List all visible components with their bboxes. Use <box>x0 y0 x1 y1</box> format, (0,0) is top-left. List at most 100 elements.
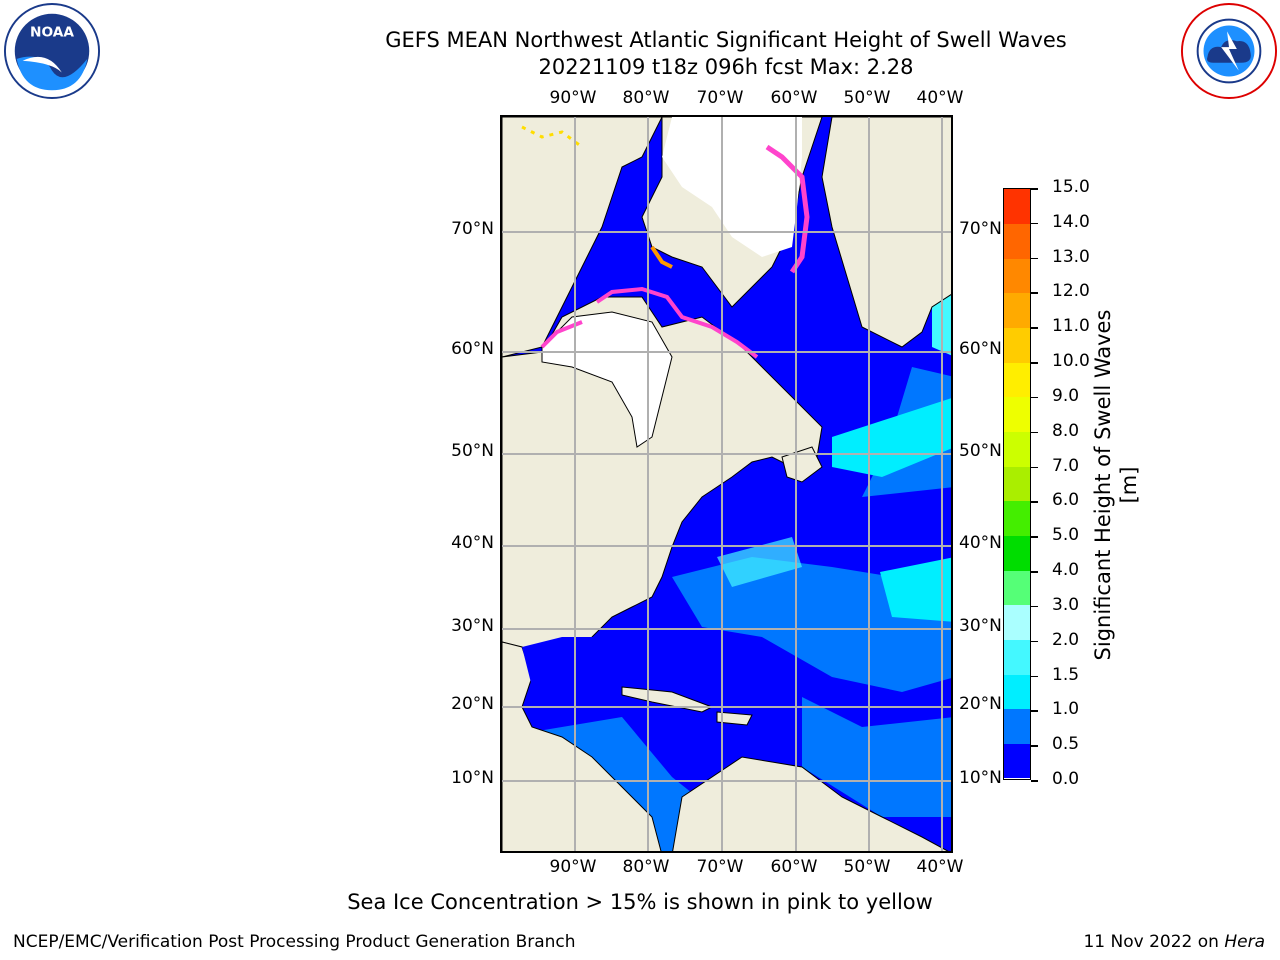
map-panel <box>500 115 953 853</box>
nws-logo <box>1180 2 1278 100</box>
colorbar-segment <box>1004 708 1030 744</box>
colorbar-tickmark <box>1031 536 1038 538</box>
swell-zone-east-high <box>880 557 951 622</box>
colorbar-tick-label: 0.5 <box>1052 734 1080 755</box>
swell-zone-gulf-stream <box>717 537 802 587</box>
caption: Sea Ice Concentration > 15% is shown in … <box>347 890 933 914</box>
colorbar-tickmark <box>1031 222 1038 225</box>
lon-label-top: 50°W <box>843 88 891 108</box>
colorbar-tickmark <box>1031 362 1038 364</box>
colorbar-segment <box>1004 535 1030 571</box>
colorbar-tick-label: 6.0 <box>1052 490 1080 511</box>
lat-label-left: 10°N <box>451 768 494 788</box>
colorbar-tick-label: 15.0 <box>1052 177 1090 197</box>
colorbar-title: Significant Height of Swell Waves [m] <box>1091 309 1141 661</box>
ice-edge-baffin <box>765 144 810 274</box>
ice-baffin-bay <box>662 117 802 257</box>
footer-credit: NCEP/EMC/Verification Post Processing Pr… <box>13 932 576 952</box>
colorbar <box>1003 188 1031 780</box>
colorbar-segment <box>1004 604 1030 640</box>
lat-label-right: 60°N <box>959 339 1002 359</box>
colorbar-tickmark <box>1031 188 1038 190</box>
lat-label-right: 50°N <box>959 441 1002 461</box>
colorbar-segment <box>1004 743 1030 779</box>
lon-label-top: 60°W <box>770 88 818 108</box>
colorbar-segment <box>1004 362 1030 398</box>
colorbar-segment <box>1004 570 1030 606</box>
lon-label-bottom: 40°W <box>916 857 964 877</box>
colorbar-segment <box>1004 327 1030 363</box>
footer-date-text: 11 Nov 2022 on <box>1083 932 1225 952</box>
footer-host: Hera <box>1224 932 1265 952</box>
swell-zone-newfoundland <box>832 398 951 477</box>
colorbar-tick-label: 10.0 <box>1052 351 1090 372</box>
ice-edge-arctic-islands <box>521 125 583 149</box>
colorbar-tick-label: 9.0 <box>1052 385 1080 406</box>
colorbar-tickmark <box>1031 327 1038 329</box>
ice-edge-foxe <box>650 245 673 269</box>
lon-label-bottom: 50°W <box>843 857 891 877</box>
colorbar-segment <box>1004 639 1030 675</box>
map-canvas <box>502 117 951 851</box>
colorbar-segment <box>1004 396 1030 433</box>
colorbar-tickmark <box>1031 292 1038 294</box>
map-gridlines <box>502 117 951 851</box>
lon-label-bottom: 60°W <box>770 857 818 877</box>
ice-edge-hudson-strait <box>595 286 759 359</box>
lon-label-bottom: 70°W <box>696 857 744 877</box>
lat-label-right: 30°N <box>959 616 1002 636</box>
footer-date: 11 Nov 2022 on Hera <box>1083 932 1265 952</box>
colorbar-tick-label: 3.0 <box>1052 594 1080 615</box>
colorbar-tick-label: 5.0 <box>1052 525 1080 546</box>
lat-label-right: 40°N <box>959 533 1002 553</box>
noaa-logo: NOAA <box>3 2 101 100</box>
colorbar-segment <box>1004 431 1030 467</box>
lat-label-right: 10°N <box>959 768 1002 788</box>
colorbar-segment <box>1004 292 1030 329</box>
colorbar-segment <box>1004 223 1030 259</box>
lat-label-right: 70°N <box>959 219 1002 239</box>
colorbar-tickmark <box>1031 466 1038 469</box>
colorbar-tick-label: 12.0 <box>1052 281 1090 302</box>
ocean-gulf-of-mexico <box>522 637 652 717</box>
lat-label-left: 20°N <box>451 694 494 714</box>
colorbar-tickmark <box>1031 396 1038 399</box>
colorbar-tickmark <box>1031 257 1038 260</box>
land-hispaniola <box>716 711 753 726</box>
colorbar-tick-label: 2.0 <box>1052 629 1080 650</box>
land-cuba <box>621 686 714 713</box>
swell-zone-central-atlantic <box>672 557 951 692</box>
colorbar-tickmark <box>1031 605 1038 608</box>
colorbar-tickmark <box>1031 431 1038 434</box>
colorbar-tickmark <box>1031 745 1038 747</box>
colorbar-tick-label: 1.5 <box>1052 664 1080 685</box>
colorbar-segment <box>1004 466 1030 502</box>
colorbar-tickmark <box>1031 710 1038 712</box>
lat-label-left: 40°N <box>451 533 494 553</box>
colorbar-tickmark <box>1031 780 1038 782</box>
colorbar-tick-label: 14.0 <box>1052 211 1090 232</box>
colorbar-tick-label: 0.0 <box>1052 769 1080 789</box>
colorbar-tick-label: 4.0 <box>1052 560 1080 581</box>
lon-label-top: 80°W <box>622 88 670 108</box>
colorbar-tickmark <box>1031 571 1038 573</box>
lon-label-bottom: 80°W <box>622 857 670 877</box>
land-newfoundland <box>781 446 823 483</box>
lat-label-left: 30°N <box>451 616 494 636</box>
ice-edge-hudson-bay <box>540 320 583 349</box>
colorbar-segment <box>1004 258 1030 294</box>
lat-label-left: 60°N <box>451 339 494 359</box>
colorbar-tick-label: 13.0 <box>1052 246 1090 267</box>
lon-label-top: 70°W <box>696 88 744 108</box>
colorbar-segment <box>1004 500 1030 536</box>
colorbar-tickmark <box>1031 675 1038 678</box>
lon-label-bottom: 90°W <box>549 857 597 877</box>
lon-label-top: 90°W <box>549 88 597 108</box>
lon-label-top: 40°W <box>916 88 964 108</box>
colorbar-tickmark <box>1031 501 1038 503</box>
lat-label-left: 50°N <box>451 441 494 461</box>
lat-label-right: 20°N <box>959 694 1002 714</box>
colorbar-segment <box>1004 674 1030 710</box>
colorbar-tick-label: 1.0 <box>1052 699 1080 720</box>
noaa-logo-text: NOAA <box>30 24 74 40</box>
